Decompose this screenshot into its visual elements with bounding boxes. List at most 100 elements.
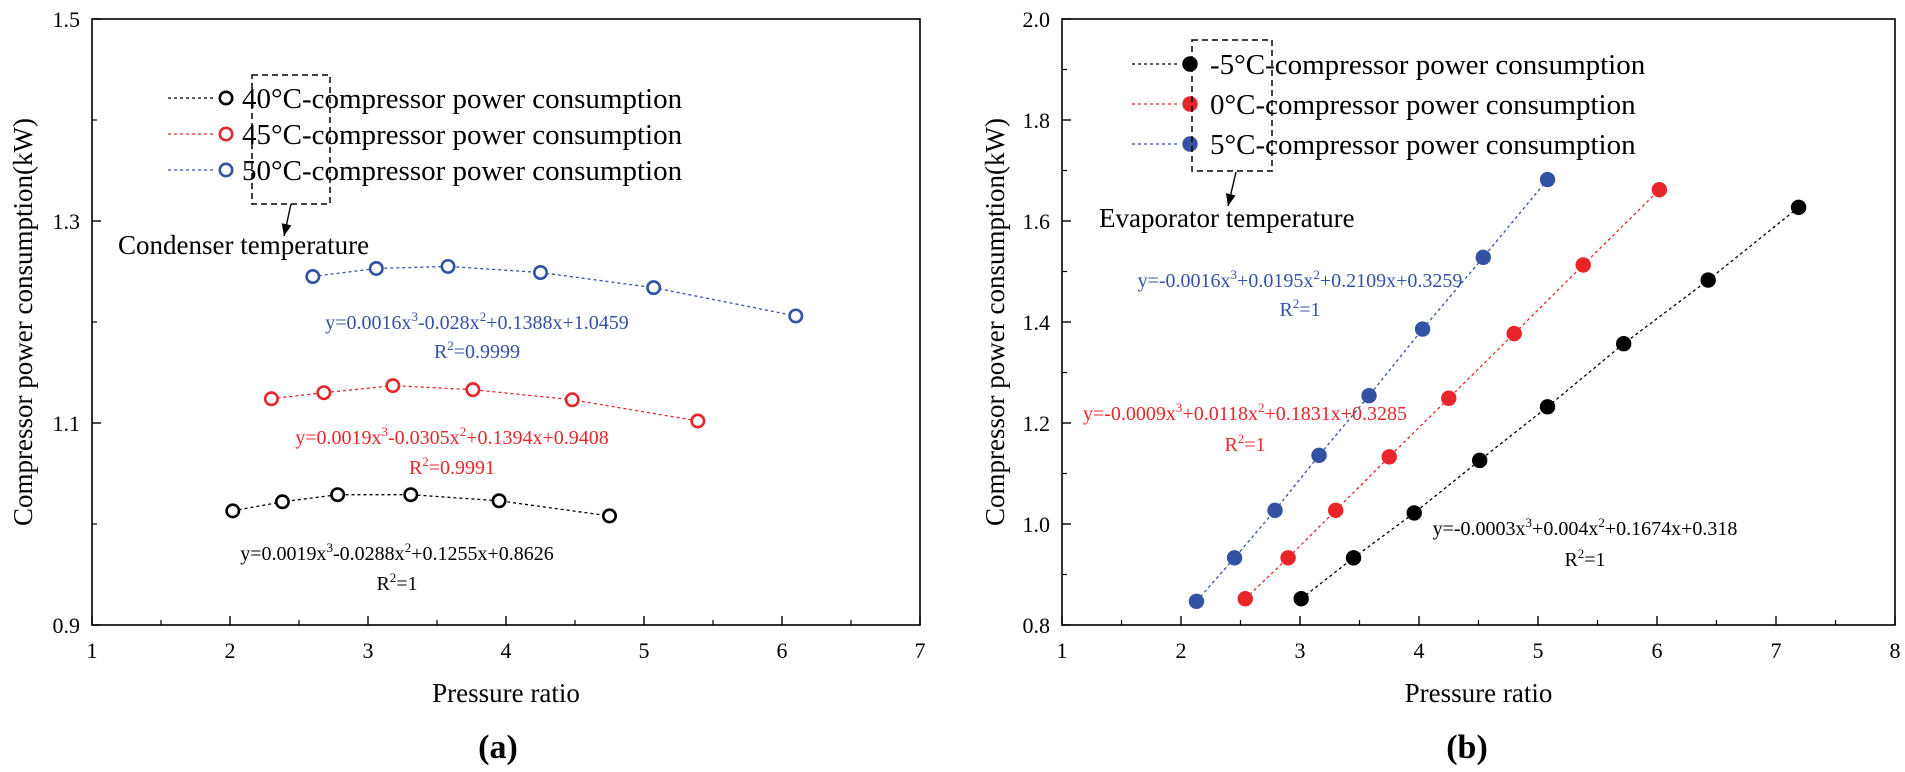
x-tick-label: 1 <box>1057 638 1068 663</box>
data-point <box>1615 336 1632 352</box>
series-line <box>232 494 610 517</box>
data-point <box>1575 257 1591 273</box>
data-point <box>263 391 279 407</box>
x-tick-label: 6 <box>777 638 788 663</box>
annotation-arrow-head <box>281 223 292 236</box>
data-point <box>440 258 456 274</box>
x-tick-label: 6 <box>1652 638 1663 663</box>
data-point <box>532 265 548 281</box>
data-point <box>646 280 662 296</box>
x-tick-label: 4 <box>1414 638 1425 663</box>
y-tick-label: 1.6 <box>1023 209 1051 234</box>
legend-marker <box>1182 56 1198 72</box>
data-point <box>1267 502 1283 519</box>
x-tick-label: 7 <box>915 638 926 663</box>
data-point <box>788 308 804 324</box>
x-tick-label: 8 <box>1890 638 1901 663</box>
x-axis-label: Pressure ratio <box>432 678 580 708</box>
data-point <box>1406 505 1422 521</box>
data-point <box>274 494 290 510</box>
fit-equation: y=0.0019x3-0.0288x2+0.1255x+0.8626 <box>240 540 554 565</box>
data-point <box>1311 447 1327 464</box>
data-point <box>564 392 580 408</box>
data-point <box>1506 325 1522 342</box>
data-point <box>1700 272 1716 288</box>
x-axis-label: Pressure ratio <box>1405 678 1553 708</box>
y-axis-label: Compressor power consumption(kW) <box>8 118 38 526</box>
data-point <box>225 503 241 519</box>
legend-marker <box>218 90 234 106</box>
data-point <box>305 269 321 285</box>
data-point <box>1361 388 1377 404</box>
panel-a-chart: 1 2 3 4 5 6 7 0.9 1.1 1.3 1.5 Pressure ratio Compres… <box>8 7 926 766</box>
fit-equation: y=-0.0009x3+0.0118x2+0.1831x+0.3285 <box>1083 400 1407 425</box>
y-tick-label: 1.0 <box>1023 512 1051 537</box>
x-tick-label: 5 <box>639 638 650 663</box>
x-tick-label: 2 <box>225 638 236 663</box>
data-point <box>1539 171 1556 188</box>
legend-label: 50°C-compressor power consumption <box>242 155 683 187</box>
r-squared: R2=1 <box>1279 296 1320 321</box>
r-squared: R2=0.9991 <box>409 454 495 479</box>
legend-label: -5°C-compressor power consumption <box>1210 49 1646 81</box>
r-squared: R2=1 <box>1224 431 1265 456</box>
annotation-text: Evaporator temperature <box>1099 203 1355 233</box>
fit-equation: y=0.0019x3-0.0305x2+0.1394x+0.9408 <box>295 424 609 449</box>
fit-equation: y=-0.0016x3+0.0195x2+0.2109x+0.3259 <box>1138 267 1463 292</box>
r-squared: R2=1 <box>1564 546 1605 571</box>
data-point <box>1790 199 1807 216</box>
data-point <box>1237 591 1253 607</box>
data-point <box>1441 390 1457 406</box>
x-tick-label: 1 <box>87 638 98 663</box>
data-point <box>690 413 706 429</box>
y-tick-label: 1.4 <box>1023 310 1051 335</box>
data-point <box>1293 591 1309 607</box>
legend-marker <box>1182 96 1198 112</box>
panel-b-chart: 1 2 3 4 5 6 7 8 0.8 1.0 1.2 1.4 1.6 1.8 2.0 Pressure ra… <box>980 7 1901 766</box>
fit-equation: y=-0.0003x3+0.004x2+0.1674x+0.318 <box>1433 515 1738 540</box>
legend-marker <box>1182 136 1198 152</box>
series-line <box>1195 179 1549 602</box>
panel-label: (b) <box>1446 729 1488 766</box>
series-line <box>312 265 796 317</box>
data-point <box>1188 593 1205 609</box>
series-line <box>271 384 698 422</box>
series-line <box>1300 206 1800 600</box>
legend-label: 0°C-compressor power consumption <box>1210 89 1636 121</box>
x-tick-label: 7 <box>1771 638 1782 663</box>
annotation-text: Condenser temperature <box>118 230 369 260</box>
data-point <box>1381 449 1397 465</box>
data-point <box>368 260 384 276</box>
x-tick-label: 3 <box>363 638 374 663</box>
y-tick-label: 0.9 <box>53 613 81 638</box>
annotation-arrow-head <box>1225 193 1236 206</box>
data-point <box>1539 399 1556 415</box>
x-tick-label: 3 <box>1295 638 1306 663</box>
annotation-dashed-box <box>1191 39 1273 172</box>
r-squared: R2=0.9999 <box>434 338 520 363</box>
data-point <box>465 382 481 398</box>
series-line <box>1244 189 1660 600</box>
y-tick-label: 1.8 <box>1023 108 1051 133</box>
x-tick-label: 2 <box>1176 638 1187 663</box>
data-point <box>316 385 332 401</box>
data-point <box>601 508 617 524</box>
data-point <box>1280 550 1296 566</box>
y-tick-label: 1.3 <box>53 209 81 234</box>
y-tick-label: 1.2 <box>1023 411 1051 436</box>
legend-marker <box>218 126 234 142</box>
legend-marker <box>218 162 234 178</box>
data-point <box>1475 249 1491 266</box>
x-tick-label: 4 <box>501 638 512 663</box>
r-squared: R2=1 <box>376 570 417 595</box>
y-tick-label: 2.0 <box>1023 7 1051 32</box>
data-point <box>1651 181 1668 198</box>
data-point <box>1226 550 1243 566</box>
data-point <box>1414 321 1431 337</box>
x-tick-label: 5 <box>1533 638 1544 663</box>
data-point <box>385 378 401 394</box>
fit-equation: y=0.0016x3-0.028x2+0.1388x+1.0459 <box>325 309 629 334</box>
panel-label: (a) <box>478 729 518 766</box>
data-point <box>403 487 419 503</box>
